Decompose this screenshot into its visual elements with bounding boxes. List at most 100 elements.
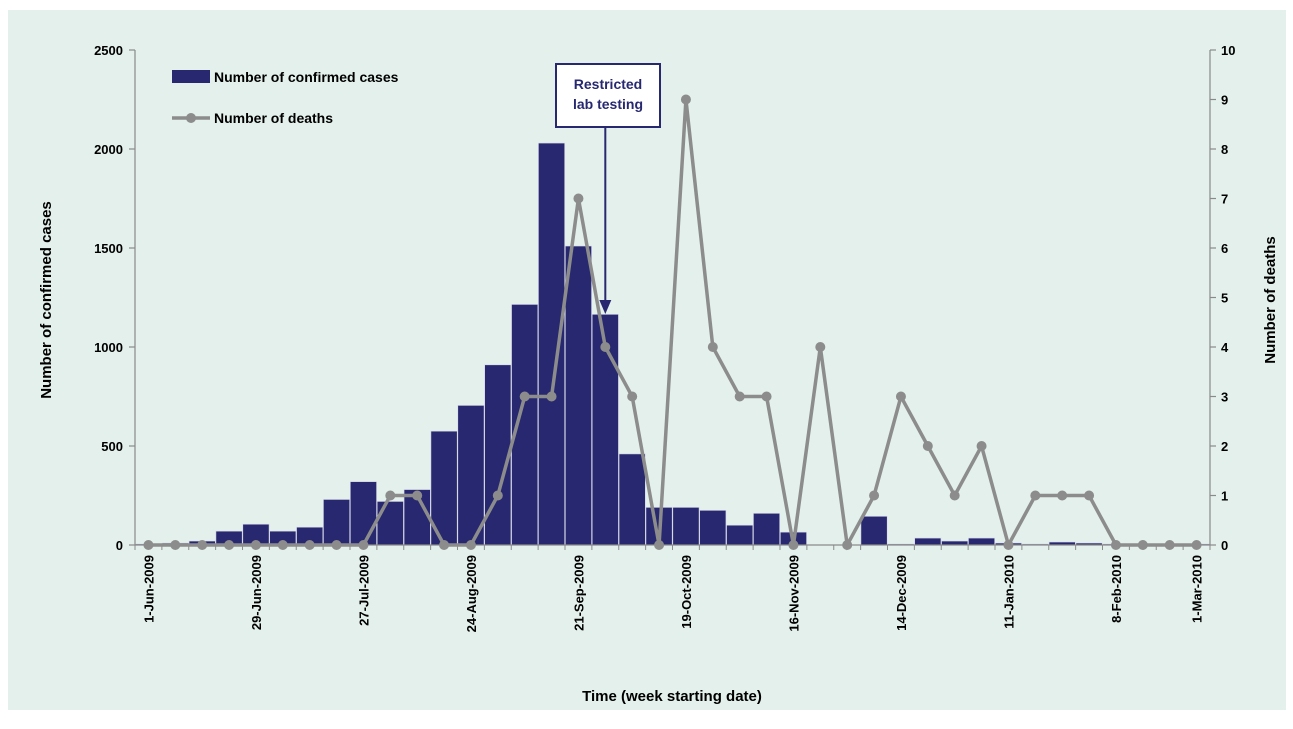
annotation-text: Restricted: [574, 76, 642, 92]
death-point: [331, 540, 342, 550]
death-point: [976, 441, 987, 451]
x-tick-label: 1-Jun-2009: [141, 555, 156, 623]
y-tick-label-right: 3: [1221, 390, 1228, 405]
case-bar: [968, 537, 995, 546]
death-point: [465, 540, 476, 550]
death-point: [170, 540, 181, 550]
case-bar: [323, 499, 350, 546]
death-point: [1164, 540, 1175, 550]
death-point: [680, 94, 691, 105]
case-bar: [564, 245, 592, 546]
legend-label-cases: Number of confirmed cases: [214, 69, 399, 85]
death-point: [385, 490, 396, 501]
x-tick-label: 21-Sep-2009: [571, 555, 586, 631]
x-tick-label: 14-Dec-2009: [894, 555, 909, 631]
death-point: [304, 540, 315, 550]
y-tick-label-right: 2: [1221, 439, 1228, 454]
death-point: [627, 391, 638, 402]
annotation-text: lab testing: [573, 96, 643, 112]
death-point: [842, 540, 853, 550]
death-point: [1110, 540, 1121, 550]
case-bar: [538, 142, 565, 546]
y-tick-label-right: 0: [1221, 538, 1228, 553]
x-tick-label: 8-Feb-2010: [1109, 555, 1124, 623]
death-point: [788, 540, 799, 550]
y-tick-label-left: 1500: [94, 241, 123, 256]
case-bar: [699, 510, 727, 546]
death-point: [895, 391, 906, 402]
y-tick-label-right: 10: [1221, 43, 1235, 58]
death-point: [1084, 490, 1095, 501]
case-bar: [349, 481, 377, 546]
death-point: [519, 391, 530, 402]
death-point: [143, 540, 154, 550]
death-point: [761, 391, 772, 402]
death-point: [492, 490, 503, 501]
case-bar: [672, 507, 700, 546]
death-point: [439, 540, 450, 550]
case-bar: [914, 537, 942, 546]
death-point: [869, 490, 880, 501]
deaths-line-group: [143, 94, 1202, 551]
x-tick-label: 24-Aug-2009: [464, 555, 479, 632]
y-tick-label-left: 2000: [94, 142, 123, 157]
death-point: [949, 490, 960, 501]
deaths-line: [148, 99, 1197, 551]
case-bar: [753, 513, 780, 546]
case-bar: [376, 501, 404, 546]
x-tick-label: 11-Jan-2010: [1001, 555, 1016, 629]
y-tick-label-right: 4: [1221, 340, 1229, 355]
x-tick-label: 27-Jul-2009: [356, 555, 371, 626]
legend-swatch-cases: [172, 70, 210, 83]
case-bar: [726, 524, 754, 546]
y-tick-label-right: 8: [1221, 142, 1228, 157]
death-point: [1057, 490, 1068, 501]
annotation-box: [555, 63, 661, 128]
x-tick-label: 1-Mar-2010: [1190, 555, 1205, 623]
death-point: [707, 342, 718, 352]
death-point: [546, 391, 557, 402]
y-tick-label-right: 1: [1221, 489, 1228, 504]
death-point: [1003, 540, 1014, 550]
death-point: [600, 342, 611, 352]
death-point: [573, 193, 584, 204]
death-point: [197, 540, 208, 550]
y-tick-label-right: 9: [1221, 93, 1228, 108]
annotation-arrow-head: [599, 300, 612, 314]
x-tick-label: 16-Nov-2009: [786, 555, 801, 632]
y-axis-left-title: Number of confirmed cases: [38, 201, 55, 399]
case-bar: [457, 405, 485, 546]
case-bar: [484, 364, 512, 546]
y-axis-right-title: Number of deaths: [1262, 236, 1279, 364]
death-point: [358, 540, 369, 550]
death-point: [1191, 540, 1202, 550]
death-point: [250, 540, 261, 550]
death-point: [224, 540, 235, 550]
case-bar: [618, 453, 646, 546]
death-point: [277, 540, 288, 550]
death-point: [654, 540, 665, 550]
death-point: [412, 490, 423, 501]
legend-label-deaths: Number of deaths: [214, 110, 333, 126]
y-tick-label-left: 1000: [94, 340, 123, 355]
y-tick-label-right: 7: [1221, 192, 1228, 207]
case-bar: [591, 314, 619, 546]
death-point: [1137, 540, 1148, 550]
y-tick-label-right: 6: [1221, 241, 1228, 256]
legend-marker-deaths: [186, 113, 196, 123]
y-tick-label-left: 2500: [94, 43, 123, 58]
death-point: [922, 441, 933, 451]
y-tick-label-right: 5: [1221, 291, 1228, 306]
case-bar: [860, 515, 888, 546]
axes-group: 0 500 1000 1500 2000 2500 0 1 2 3 4 5 6 7 8 9 10 1-Jun-20…: [94, 43, 1235, 632]
y-tick-label-left: 500: [101, 439, 123, 454]
x-tick-label: 29-Jun-2009: [249, 555, 264, 630]
death-point: [1030, 490, 1041, 501]
x-axis-title: Time (week starting date): [582, 688, 762, 705]
y-tick-label-left: 0: [116, 538, 123, 553]
annotation-group: Restricted lab testing: [555, 63, 661, 314]
legend: Number of confirmed cases Number of death…: [172, 69, 399, 126]
x-tick-label: 19-Oct-2009: [679, 555, 694, 629]
death-point: [734, 391, 745, 402]
